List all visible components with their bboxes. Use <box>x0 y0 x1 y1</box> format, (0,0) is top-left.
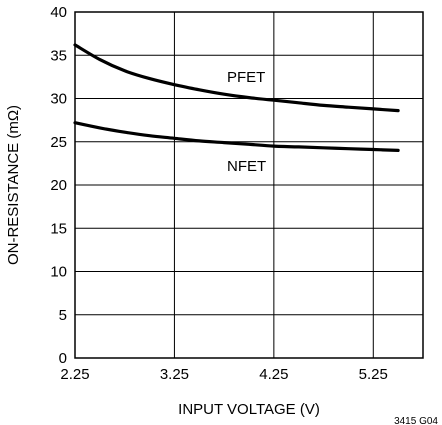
series-line-nfet <box>73 121 400 152</box>
x-tick-label: 2.25 <box>60 366 89 383</box>
y-tick-label: 35 <box>50 47 67 64</box>
y-tick-label: 20 <box>50 177 67 194</box>
y-tick-label: 30 <box>50 91 67 108</box>
grid <box>74 11 424 359</box>
x-axis-title: INPUT VOLTAGE (V) <box>178 401 320 418</box>
series-label-nfet: NFET <box>227 158 266 175</box>
plot-frame <box>74 11 424 359</box>
y-tick-label: 15 <box>50 220 67 237</box>
figure-id: 3415 G04 <box>394 416 438 425</box>
x-tick-label: 4.25 <box>259 366 288 383</box>
series-line-pfet <box>73 43 400 113</box>
y-tick-label: 40 <box>50 4 67 21</box>
y-tick-label: 25 <box>50 134 67 151</box>
y-tick-label: 5 <box>59 307 67 324</box>
tick-labels: 0 5 10 15 20 25 30 35 40 2.25 3.25 4.25 5.25 <box>50 4 388 383</box>
y-tick-label: 0 <box>59 350 67 367</box>
series-label-pfet: PFET <box>227 69 265 86</box>
series-group <box>73 43 400 152</box>
x-tick-label: 5.25 <box>359 366 388 383</box>
x-tick-label: 3.25 <box>160 366 189 383</box>
y-axis-title: ON-RESISTANCE (mΩ) <box>5 105 22 265</box>
y-tick-label: 10 <box>50 264 67 281</box>
